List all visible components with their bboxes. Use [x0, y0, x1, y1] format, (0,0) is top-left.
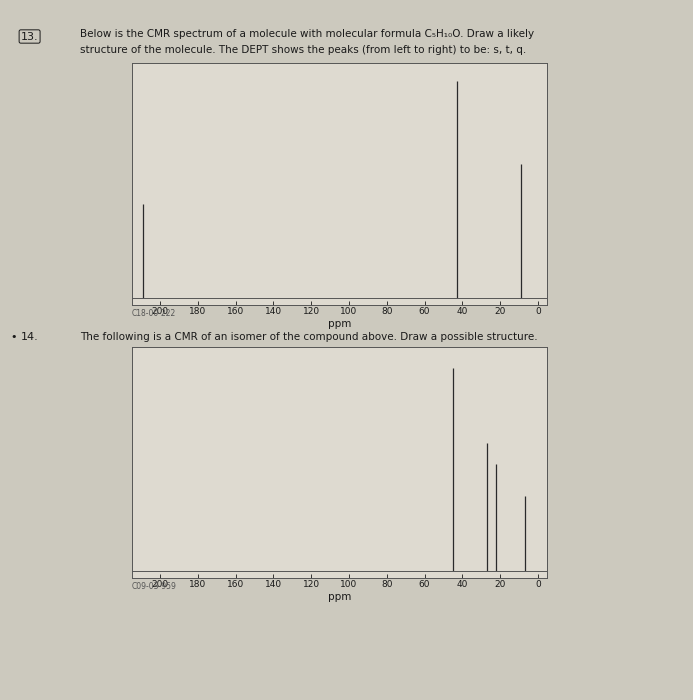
Text: Below is the CMR spectrum of a molecule with molecular formula C₅H₁₀O. Draw a li: Below is the CMR spectrum of a molecule … [80, 29, 534, 39]
Text: C18-00-222: C18-00-222 [132, 309, 176, 318]
Text: 14.: 14. [21, 332, 39, 342]
Text: structure of the molecule. The DEPT shows the peaks (from left to right) to be: : structure of the molecule. The DEPT show… [80, 45, 526, 55]
Text: 13.: 13. [21, 32, 38, 41]
X-axis label: ppm: ppm [328, 592, 351, 602]
Text: •: • [10, 332, 17, 342]
X-axis label: ppm: ppm [328, 319, 351, 329]
Text: C09-03-959: C09-03-959 [132, 582, 177, 592]
Text: The following is a CMR of an isomer of the compound above. Draw a possible struc: The following is a CMR of an isomer of t… [80, 332, 537, 342]
